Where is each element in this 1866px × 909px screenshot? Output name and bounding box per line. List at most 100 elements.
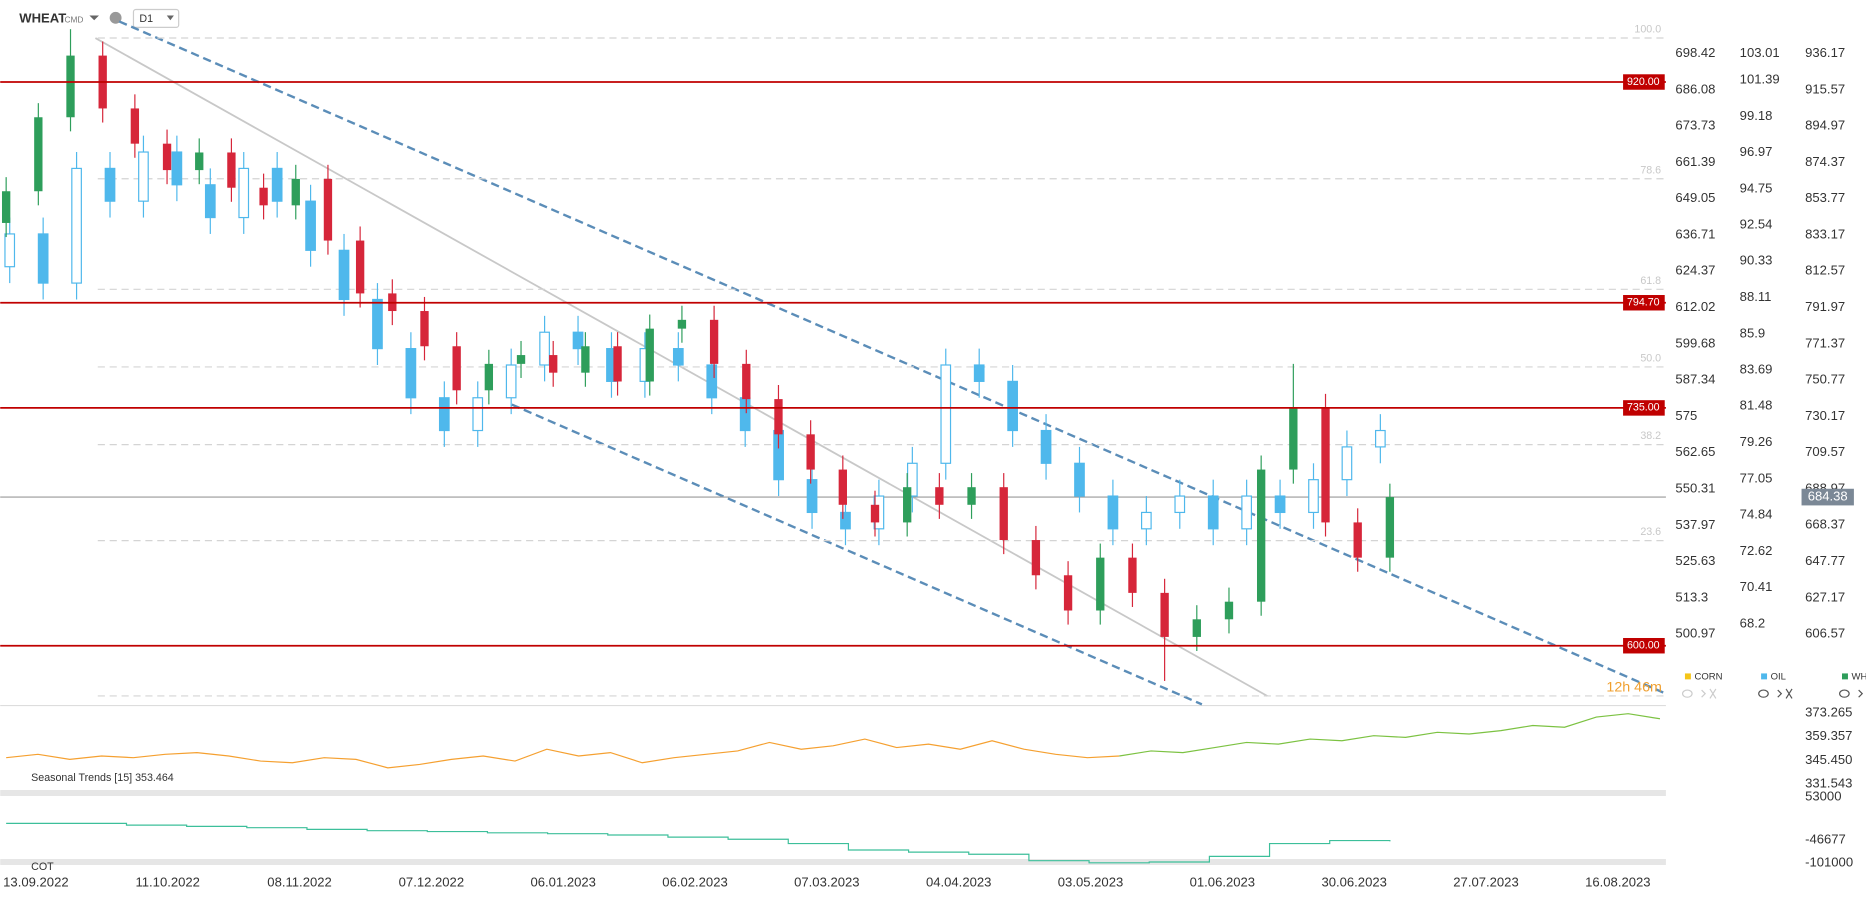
wheat-body <box>709 319 719 364</box>
wheat-body <box>484 363 494 391</box>
wheat-body <box>1321 407 1330 523</box>
cot-tick-label: 53000 <box>1805 789 1841 804</box>
corn-tick-label: 525.63 <box>1675 553 1715 568</box>
corn-tick-label: 636.71 <box>1675 226 1715 241</box>
wheat-body <box>581 346 590 373</box>
legend-controls[interactable] <box>1758 688 1793 699</box>
wheat-body <box>1096 557 1105 611</box>
wheat-body <box>1031 540 1041 576</box>
oil-tick-label: 94.75 <box>1740 180 1773 195</box>
x-tick-label: 03.05.2023 <box>1058 874 1123 889</box>
oil-body <box>238 167 250 219</box>
corn-tick-label: 661.39 <box>1675 154 1715 169</box>
symbol-dropdown[interactable] <box>89 15 99 21</box>
corn-tick-label: 698.42 <box>1675 45 1715 60</box>
oil-body <box>706 364 718 399</box>
level-label: 794.70 <box>1627 297 1660 309</box>
wheat-tick-label: 730.17 <box>1805 408 1845 423</box>
oil-tick-label: 83.69 <box>1740 362 1773 377</box>
oil-body <box>739 397 751 432</box>
legend-label: CORN <box>1694 672 1722 683</box>
oil-body <box>806 479 818 514</box>
interval[interactable]: D1 <box>139 13 153 25</box>
interval-select[interactable] <box>132 8 180 28</box>
wheat-body <box>1353 522 1362 558</box>
countdown: 12h 46m <box>1606 679 1662 695</box>
wheat-body <box>1160 592 1169 637</box>
x-tick-label: 07.03.2023 <box>794 874 859 889</box>
legend-controls[interactable] <box>1839 689 1866 699</box>
corn-tick-label: 612.02 <box>1675 299 1715 314</box>
corn-tick-label: 649.05 <box>1675 190 1715 205</box>
x-tick-label: 16.08.2023 <box>1585 874 1650 889</box>
wheat-tick-label: 894.97 <box>1805 118 1845 133</box>
x-tick-label: 06.01.2023 <box>530 874 595 889</box>
wheat-body <box>967 487 976 505</box>
legend-controls[interactable] <box>1681 688 1717 699</box>
corn-tick-label: 686.08 <box>1675 81 1715 96</box>
seasonal-tick-label: 331.543 <box>1805 775 1852 790</box>
oil-body <box>1341 446 1353 481</box>
oil-body <box>973 364 985 382</box>
oil-body <box>539 331 550 366</box>
oil-tick-label: 99.18 <box>1740 108 1773 123</box>
wheat-body <box>516 355 526 364</box>
fib-label: 61.8 <box>1640 275 1661 287</box>
oil-body <box>71 167 82 284</box>
wheat-body <box>1385 497 1395 558</box>
wheat-body <box>870 504 880 523</box>
oil-body <box>405 348 417 399</box>
fib-label: 38.2 <box>1640 430 1661 442</box>
legend-swatch <box>1842 673 1848 680</box>
symbol[interactable]: WHEAT <box>19 10 66 25</box>
wheat-tick-label: 936.17 <box>1805 45 1845 60</box>
level-label: 920.00 <box>1627 76 1660 88</box>
x-tick-label: 01.06.2023 <box>1190 874 1255 889</box>
wheat-body <box>162 143 172 171</box>
info-icon[interactable] <box>109 11 122 24</box>
seasonal-tick-label: 345.450 <box>1805 752 1852 767</box>
seasonal-tick-label: 373.265 <box>1805 705 1852 720</box>
x-tick-label: 07.12.2022 <box>399 874 464 889</box>
plot: 100.0 78.6 61.8 50.0 38.2 23.6 698.42 686.08 673… <box>0 23 1866 889</box>
last-price-label: 684.38 <box>1808 489 1848 504</box>
wheat-body <box>195 152 204 171</box>
wheat-body <box>999 487 1008 541</box>
x-tick-label: 08.11.2022 <box>267 874 331 889</box>
wheat-body <box>1128 557 1137 593</box>
wheat-body <box>774 399 783 435</box>
oil-body <box>372 298 383 350</box>
oil-tick-label: 90.33 <box>1740 253 1773 268</box>
oil-body <box>1074 462 1085 497</box>
wheat-body <box>806 434 815 470</box>
wheat-tick-label: 606.57 <box>1805 626 1845 641</box>
level-tag <box>1623 74 1665 90</box>
legend-label: OIL <box>1771 672 1786 683</box>
wheat-tick-label: 853.77 <box>1805 190 1845 205</box>
oil-body <box>305 200 316 251</box>
wheat-body <box>1192 619 1201 637</box>
oil-body <box>171 151 183 186</box>
oil-body <box>204 184 216 219</box>
wheat-tick-label: 874.37 <box>1805 154 1845 169</box>
corn-tick-label: 550.31 <box>1675 481 1715 496</box>
level-label: 735.00 <box>1627 402 1660 414</box>
oil-tick-label: 79.26 <box>1740 434 1773 449</box>
legend-swatch <box>1761 673 1768 680</box>
market: CMD <box>64 14 83 24</box>
fib-label: 50.0 <box>1640 352 1661 364</box>
oil-tick-label: 85.9 <box>1740 325 1765 340</box>
wheat-body <box>259 187 268 206</box>
oil-tick-label: 70.41 <box>1740 579 1773 594</box>
oil-body <box>505 364 517 399</box>
oil-body <box>438 397 450 432</box>
wheat-body <box>34 117 43 192</box>
legend-swatch <box>1684 673 1691 680</box>
oil-body <box>1375 429 1386 448</box>
wheat-body <box>1256 469 1266 602</box>
wheat-body <box>420 311 429 347</box>
oil-body <box>572 331 584 350</box>
wheat-tick-label: 833.17 <box>1805 226 1845 241</box>
corn-tick-label: 587.34 <box>1675 372 1715 387</box>
